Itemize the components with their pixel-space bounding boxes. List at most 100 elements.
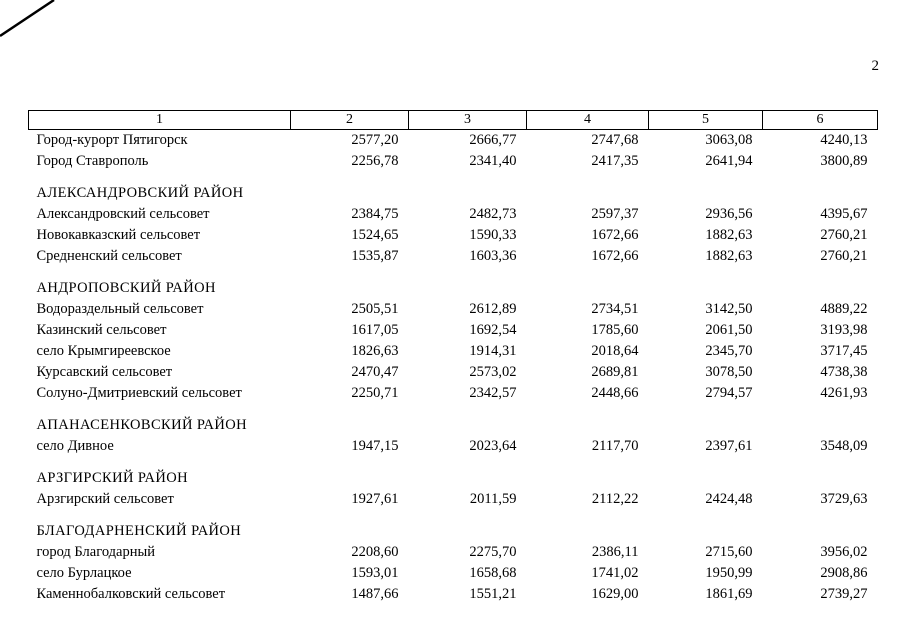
row-label: Новокавказский сельсовет — [36, 227, 201, 243]
cell-value: 1741,02 — [591, 565, 639, 581]
row-label: Солуно-Дмитриевский сельсовет — [36, 385, 242, 401]
table-row: Город-курорт Пятигорск 2577,20 2666,77 2747… — [29, 130, 878, 152]
row-label: Город Ставрополь — [36, 153, 149, 169]
cell-value: 2424,48 — [705, 491, 753, 507]
cell-value: 2386,11 — [591, 544, 639, 560]
scan-artifact-line — [0, 0, 55, 38]
cell-value: 1861,69 — [705, 586, 753, 602]
row-label: Водораздельный сельсовет — [36, 301, 204, 317]
spacer-cell — [29, 404, 878, 415]
cell-value: 1826,63 — [351, 343, 399, 359]
cell-value: 1551,21 — [469, 586, 517, 602]
cell-value: 1672,66 — [591, 227, 639, 243]
row-label: Средненский сельсовет — [36, 248, 182, 264]
cell-value: 1487,66 — [351, 586, 399, 602]
spacer-cell — [29, 172, 878, 183]
cell-value: 2747,68 — [591, 132, 639, 148]
column-header-4: 4 — [526, 110, 649, 130]
cell-value: 2061,50 — [705, 322, 753, 338]
column-header-3: 3 — [408, 110, 527, 130]
cell-value: 1882,63 — [705, 248, 753, 264]
spacer-cell — [29, 267, 878, 278]
cell-value: 2470,47 — [351, 364, 399, 380]
page-number: 2 — [871, 58, 880, 74]
cell-value: 3193,98 — [820, 322, 868, 338]
cell-value: 2573,02 — [469, 364, 517, 380]
table-row: Солуно-Дмитриевский сельсовет 2250,71 2342… — [29, 383, 878, 404]
cell-value: 1914,31 — [469, 343, 517, 359]
section-row: БЛАГОДАРНЕНСКИЙ РАЙОН — [29, 521, 878, 542]
cell-value: 2641,94 — [705, 153, 753, 169]
table-row: село Дивное 1947,15 2023,64 2117,70 2397,61 3… — [29, 436, 878, 457]
table-row: Город Ставрополь 2256,78 2341,40 2417,35 264… — [29, 151, 878, 172]
cell-value: 2936,56 — [705, 206, 753, 222]
cell-value: 1927,61 — [351, 491, 399, 507]
cell-value: 2342,57 — [469, 385, 517, 401]
spacer-cell — [29, 510, 878, 521]
table-row: село Бурлацкое 1593,01 1658,68 1741,02 1950,… — [29, 563, 878, 584]
cell-value: 1658,68 — [469, 565, 517, 581]
cell-value: 2597,37 — [591, 206, 639, 222]
row-label: село Дивное — [36, 438, 114, 454]
section-row: АПАНАСЕНКОВСКИЙ РАЙОН — [29, 415, 878, 436]
cell-value: 2417,35 — [591, 153, 639, 169]
cell-value: 1524,65 — [351, 227, 399, 243]
cell-value: 2505,51 — [351, 301, 399, 317]
spacer-row — [29, 404, 878, 415]
cell-value: 2345,70 — [705, 343, 753, 359]
cell-value: 4395,67 — [820, 206, 868, 222]
cell-value: 2689,81 — [591, 364, 639, 380]
cell-value: 2794,57 — [705, 385, 753, 401]
cell-value: 2612,89 — [469, 301, 517, 317]
section-row: АРЗГИРСКИЙ РАЙОН — [29, 468, 878, 489]
cell-value: 2908,86 — [820, 565, 868, 581]
column-header-5: 5 — [648, 110, 763, 130]
section-title: АПАНАСЕНКОВСКИЙ РАЙОН — [36, 417, 247, 433]
cell-value: 2760,21 — [820, 227, 868, 243]
cell-value: 2734,51 — [591, 301, 639, 317]
section-title: АЛЕКСАНДРОВСКИЙ РАЙОН — [36, 185, 244, 201]
section-title: АРЗГИРСКИЙ РАЙОН — [36, 470, 188, 486]
cell-value: 2250,71 — [351, 385, 399, 401]
row-label: Курсавский сельсовет — [36, 364, 173, 380]
cell-value: 2760,21 — [820, 248, 868, 264]
spacer-row — [29, 510, 878, 521]
table-row: Казинский сельсовет 1617,05 1692,54 1785,60… — [29, 320, 878, 341]
cell-value: 4738,38 — [820, 364, 868, 380]
table-row: Каменнобалковский сельсовет 1487,66 1551,2… — [29, 584, 878, 605]
column-header-1: 1 — [28, 110, 291, 130]
cell-value: 4889,22 — [820, 301, 868, 317]
table-row: Новокавказский сельсовет 1524,65 1590,33 16… — [29, 225, 878, 246]
cell-value: 2341,40 — [469, 153, 517, 169]
cell-value: 2577,20 — [351, 132, 399, 148]
cell-value: 2256,78 — [351, 153, 399, 169]
cell-value: 2275,70 — [469, 544, 517, 560]
row-label: город Благодарный — [36, 544, 155, 560]
cell-value: 2023,64 — [469, 438, 517, 454]
cell-value: 2208,60 — [351, 544, 399, 560]
cell-value: 2666,77 — [469, 132, 517, 148]
cell-value: 1617,05 — [351, 322, 399, 338]
cell-value: 1603,36 — [469, 248, 517, 264]
section-title: БЛАГОДАРНЕНСКИЙ РАЙОН — [36, 523, 242, 539]
cell-value: 1882,63 — [705, 227, 753, 243]
table-row: город Благодарный 2208,60 2275,70 2386,11 27… — [29, 542, 878, 563]
column-header-6: 6 — [762, 110, 878, 130]
cell-value: 2112,22 — [591, 491, 639, 507]
cell-value: 2739,27 — [820, 586, 868, 602]
cell-value: 1785,60 — [591, 322, 639, 338]
cell-value: 2715,60 — [705, 544, 753, 560]
spacer-row — [29, 267, 878, 278]
spacer-row — [29, 457, 878, 468]
cell-value: 3548,09 — [820, 438, 868, 454]
cell-value: 1593,01 — [351, 565, 399, 581]
cell-value: 3729,63 — [820, 491, 868, 507]
row-label: село Бурлацкое — [36, 565, 132, 581]
row-label: Казинский сельсовет — [36, 322, 167, 338]
cell-value: 1947,15 — [351, 438, 399, 454]
cell-value: 2482,73 — [469, 206, 517, 222]
row-label: Город-курорт Пятигорск — [36, 132, 188, 148]
